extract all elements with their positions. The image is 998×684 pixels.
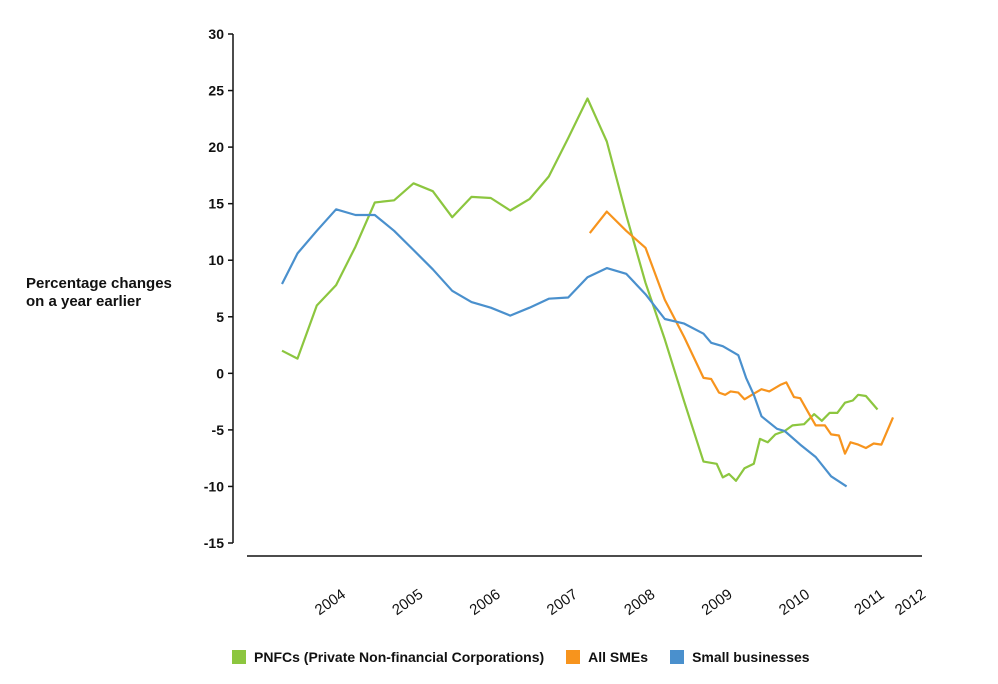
x-tick-label: 2012 bbox=[892, 586, 929, 619]
legend-swatch-all-smes bbox=[566, 650, 581, 664]
legend-item-pnfcs: PNFCs (Private Non-financial Corporation… bbox=[232, 649, 544, 665]
y-axis-label-line-2: on a year earlier bbox=[26, 293, 142, 310]
x-tick-label: 2004 bbox=[312, 586, 349, 619]
y-axis-label-line-1: Percentage changes bbox=[26, 275, 172, 292]
y-tick-label: -15 bbox=[204, 535, 224, 551]
legend-swatch-pnfcs bbox=[232, 650, 246, 664]
legend: PNFCs (Private Non-financial Corporation… bbox=[232, 649, 832, 665]
series-line-all-smes bbox=[588, 210, 895, 455]
x-tick-label: 2008 bbox=[621, 586, 658, 619]
y-tick-label: 10 bbox=[208, 252, 224, 268]
x-tick-label: 2010 bbox=[776, 586, 813, 619]
y-tick-label: 30 bbox=[208, 26, 224, 42]
legend-swatch-small-businesses bbox=[670, 650, 685, 664]
y-tick-label: 5 bbox=[216, 309, 224, 325]
series-line-small-businesses bbox=[281, 208, 848, 488]
y-axis-label: Percentage changes on a year earlier bbox=[26, 275, 206, 311]
y-tick-label: 15 bbox=[208, 196, 224, 212]
legend-label-small-businesses: Small businesses bbox=[692, 649, 810, 665]
y-tick-label: -10 bbox=[204, 478, 224, 494]
x-tick-label: 2006 bbox=[466, 586, 503, 619]
y-tick-label: -5 bbox=[212, 422, 225, 438]
x-tick-label: 2009 bbox=[699, 586, 736, 619]
y-tick-label: 0 bbox=[216, 365, 224, 381]
legend-label-pnfcs: PNFCs (Private Non-financial Corporation… bbox=[254, 649, 545, 665]
y-tick-label: 20 bbox=[208, 139, 224, 155]
legend-item-all-smes: All SMEs bbox=[566, 649, 648, 665]
legend-label-all-smes: All SMEs bbox=[588, 649, 649, 665]
line-chart: -15 -10 -5 0 5 10 15 20 25 30 2004 2005 2006 2007 2008… bbox=[204, 26, 929, 619]
x-tick-label: 2007 bbox=[544, 586, 581, 619]
y-tick-label: 25 bbox=[208, 83, 224, 99]
legend-item-small-businesses: Small businesses bbox=[670, 649, 810, 665]
series-line-pnfcs bbox=[281, 97, 879, 482]
x-tick-label: 2011 bbox=[851, 586, 887, 618]
x-tick-label: 2005 bbox=[389, 586, 426, 619]
